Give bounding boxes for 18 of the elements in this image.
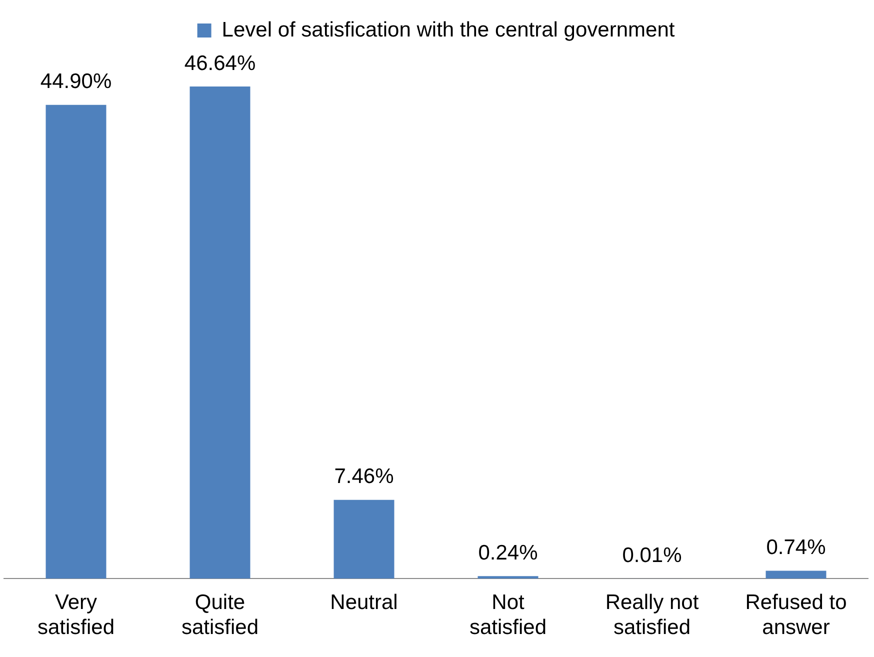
data-label: 0.74%: [766, 536, 826, 560]
data-label: 7.46%: [334, 465, 394, 488]
bar: [334, 500, 394, 579]
bar: [46, 104, 106, 579]
x-tick-label: Neutral: [330, 590, 398, 614]
data-label: 46.64%: [184, 52, 256, 75]
data-label: 0.24%: [478, 541, 538, 564]
x-tick-label: Refused to answer: [745, 590, 847, 640]
data-label: 0.01%: [622, 544, 682, 567]
x-tick-label: Not satisfied: [469, 590, 547, 640]
bar: [478, 576, 538, 579]
data-label: 44.90%: [40, 70, 112, 94]
x-tick-label: Quite satisfied: [181, 590, 259, 640]
bar: [766, 570, 826, 579]
x-tick-label: Very satisfied: [37, 590, 115, 640]
legend-label: Level of satisfication with the central government: [222, 18, 675, 42]
bar: [190, 86, 250, 579]
x-tick-label: Really not satisfied: [605, 590, 699, 640]
